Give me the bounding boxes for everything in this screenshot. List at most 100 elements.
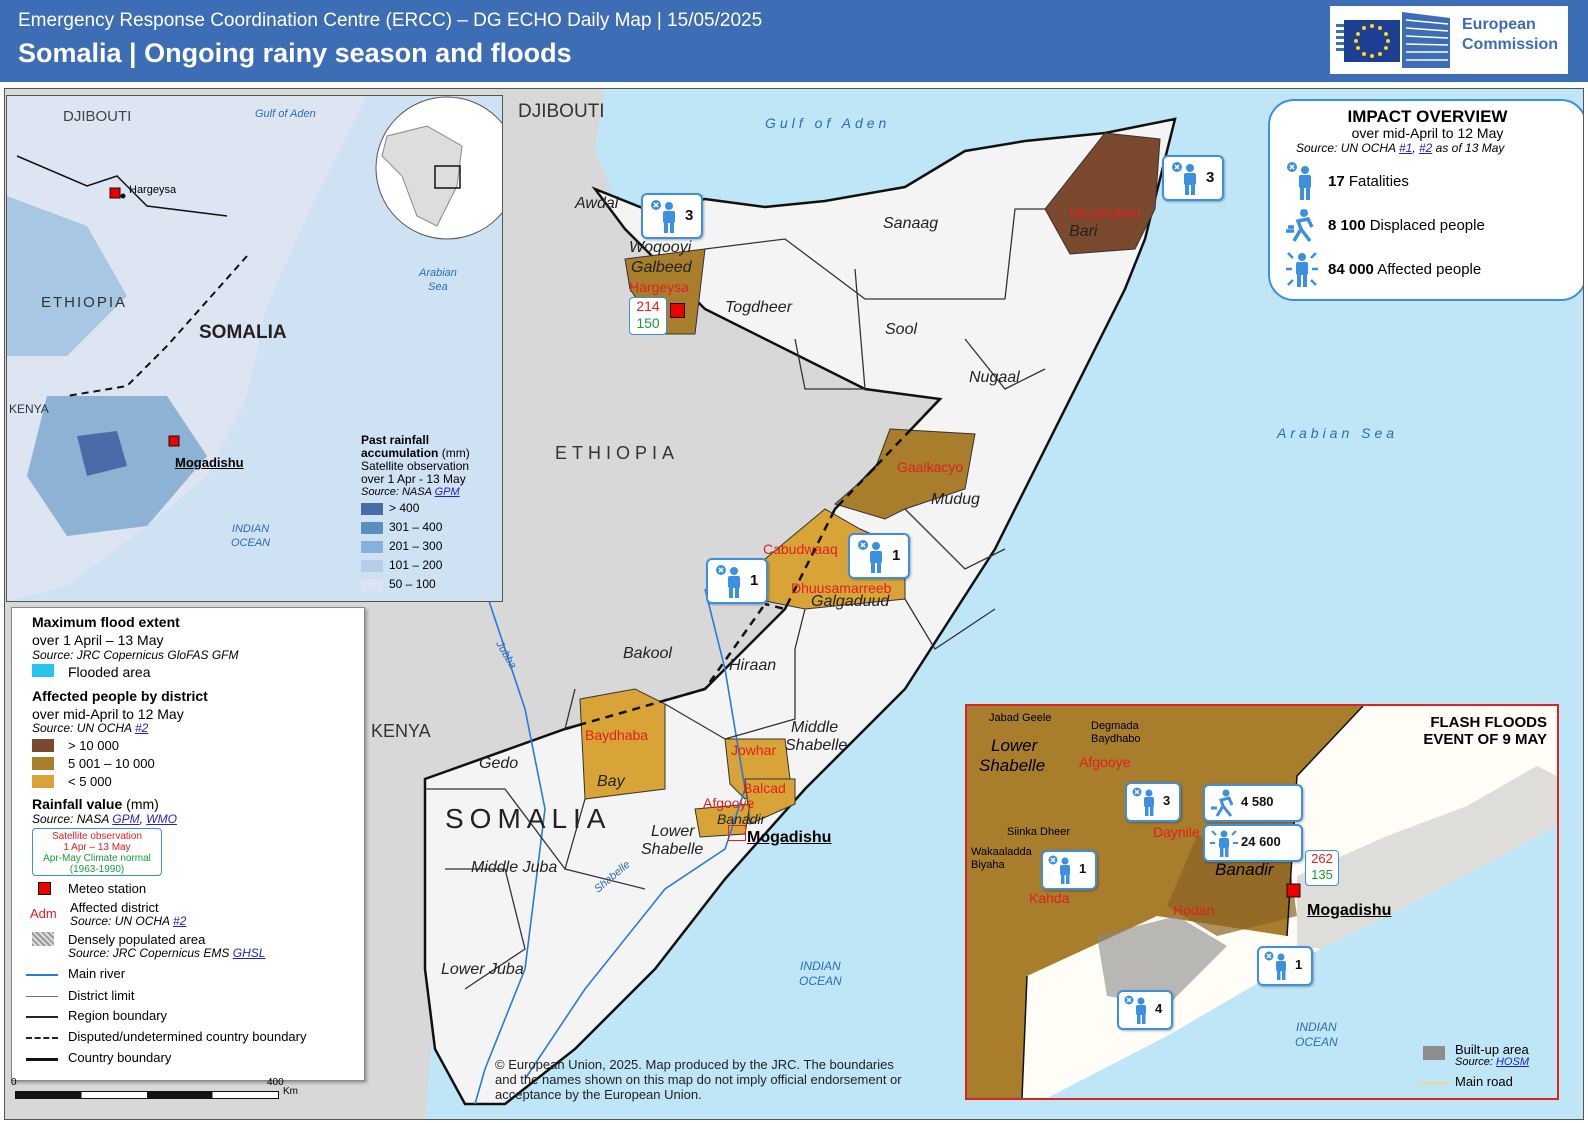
legend-flood-title: Maximum flood extent: [32, 614, 180, 630]
legend-flood-source: Source: JRC Copernicus GloFAS GFM: [32, 648, 239, 662]
impact-affected-label: Affected people: [1377, 261, 1482, 278]
scale-unit: Km: [283, 1086, 298, 1097]
impact-source-link-1[interactable]: #1: [1398, 141, 1413, 155]
impact-displaced-value: 8 100: [1328, 217, 1366, 234]
africa-shape: [381, 125, 463, 227]
disputed-boundary: [564, 398, 941, 731]
ff-rainfall-values: 262 135: [1305, 850, 1339, 886]
legend-disputed-label: Disputed/undetermined country boundary: [68, 1029, 307, 1044]
fatality-person-icon: [651, 200, 675, 233]
district-label-balcad: Balcad: [743, 780, 786, 796]
label-somalia: SOMALIA: [445, 803, 612, 834]
legend-region-line: [26, 1016, 58, 1018]
legend-wmo-link[interactable]: WMO: [146, 812, 177, 826]
scale-max: 400: [267, 1077, 284, 1088]
region-bay: Bay: [597, 773, 625, 790]
region-hiraan: Hiraan: [729, 657, 777, 674]
ff-builtup-label: Built-up area: [1455, 1042, 1529, 1057]
legend-district-line: [26, 996, 58, 997]
legend-district-label: District limit: [68, 988, 135, 1003]
legend-flood-period: over 1 April – 13 May: [32, 632, 164, 648]
inset-legend-swatch: [361, 579, 383, 591]
inset-label-arabian-sea: Arabian Sea: [419, 267, 457, 293]
inset-legend-classes: > 400 301 – 400 201 – 300 101 – 200 50 – 100: [361, 500, 470, 594]
label-gulf-of-aden: Gulf of Aden: [765, 115, 891, 131]
legend-country-line: [26, 1058, 58, 1061]
fatality-marker-bari: 3: [1162, 155, 1224, 201]
ff-district-kahda: Kahda: [1029, 890, 1070, 906]
region-banadir: Banadir: [717, 811, 766, 827]
main-map: DJIBOUTI Gulf of Aden Hargeysa Arabian Se…: [4, 88, 1584, 1120]
displaced-icon: [1286, 209, 1314, 243]
region-sanaag: Sanaag: [883, 215, 939, 232]
legend-affected-link[interactable]: #2: [134, 721, 149, 735]
fatality-marker-galgaduud-east: 1: [848, 533, 910, 579]
region-lower-juba: Lower Juba: [441, 961, 524, 978]
district-label-dhuusamarreeb: Dhuusamarreeb: [791, 580, 892, 596]
legend-affected-label-2: 5 001 – 10 000: [68, 756, 155, 771]
impact-affected-row: 84 000 Affected people: [1328, 261, 1481, 278]
affected-icon: [1210, 830, 1238, 857]
hargeysa-normal-value: 150: [636, 315, 660, 331]
region-awdal: Awdal: [575, 195, 619, 212]
impact-displaced-label: Displaced people: [1369, 217, 1485, 234]
district-label-cabudwaaq: Cabudwaaq: [763, 541, 838, 557]
legend-disputed-line: [26, 1037, 58, 1039]
impact-source-link-2[interactable]: #2: [1418, 141, 1433, 155]
ff-fatality-marker-coast: 4: [1117, 990, 1173, 1030]
label-djibouti: DJIBOUTI: [518, 101, 605, 122]
ff-hosm-link[interactable]: HOSM: [1495, 1056, 1529, 1068]
legend-affected-district-label: Affected district: [70, 900, 159, 915]
inset-legend-sub-2: over 1 Apr - 13 May: [361, 472, 466, 486]
district-label-gaalkacyo: Gaalkacyo: [897, 459, 964, 475]
inset-legend-class-row: > 400: [361, 500, 470, 518]
ff-district-daynile: Daynile: [1153, 824, 1200, 840]
inset-legend-swatch: [361, 503, 383, 515]
impact-fatalities-value: 17: [1328, 173, 1345, 190]
legend-meteo-station-icon: [38, 882, 51, 895]
district-label-jowhar: Jowhar: [731, 742, 777, 758]
legend-river-line: [26, 974, 58, 976]
region-bakool: Bakool: [623, 645, 672, 662]
impact-period: over mid-April to 12 May: [1351, 125, 1504, 141]
region-gedo: Gedo: [479, 755, 519, 772]
legend-affected-district-link[interactable]: #2: [172, 914, 187, 928]
jubba-river: [474, 588, 546, 1105]
legend-gpm-link[interactable]: GPM: [112, 812, 140, 826]
ff-fatality-marker-mogadishu: 1: [1257, 946, 1313, 986]
inset-legend-swatch: [361, 522, 383, 534]
legend-affected-label-1: > 10 000: [68, 738, 119, 753]
legend-affected-title: Affected people by district: [32, 688, 208, 704]
district-label-baydhaba: Baydhaba: [585, 727, 649, 743]
fatality-count-awdal: 3: [685, 207, 694, 224]
fatality-person-icon: [1264, 951, 1286, 980]
scale-bar: [15, 1091, 279, 1099]
hargeysa-city-icon: [120, 193, 126, 199]
ec-name-line2: Commission: [1462, 36, 1559, 53]
legend-ghsl-link[interactable]: GHSL: [232, 946, 266, 960]
legend-river-label: Main river: [68, 966, 126, 981]
inset-legend-class-row: 201 – 300: [361, 538, 470, 556]
map-title: Somalia | Ongoing rainy season and flood…: [18, 38, 572, 68]
ff-place-degmada: Degmada Baydhabo: [1091, 720, 1141, 745]
fatality-person-icon: [1172, 162, 1196, 195]
legend-region-label: Region boundary: [68, 1008, 168, 1023]
scale-zero: 0: [11, 1077, 17, 1088]
region-bari: Bari: [1069, 223, 1098, 240]
ff-fatality-count-daynile: 3: [1163, 793, 1171, 808]
ff-fatality-count-mogadishu: 1: [1295, 957, 1303, 972]
impact-fatalities-label: Fatalities: [1348, 173, 1409, 190]
map-supertitle: Emergency Response Coordination Centre (…: [18, 10, 763, 31]
inset-disputed: [66, 255, 248, 397]
region-lower-shabelle: Shabelle: [641, 841, 704, 858]
fatality-count-galgaduud-east: 1: [892, 547, 901, 564]
fatality-person-icon: [858, 540, 882, 573]
legend-sat-obs: Satellite observation: [51, 831, 143, 842]
inset-legend-class-label: 101 – 200: [389, 558, 443, 572]
ff-station-icon: [1286, 883, 1301, 898]
district-baydhaba: [579, 688, 666, 800]
region-galbeed: Galbeed: [631, 259, 692, 276]
ff-displaced-marker: 4 580: [1203, 784, 1303, 822]
ff-builtup-source: Source: HOSM: [1455, 1056, 1529, 1068]
inset-gpm-link[interactable]: GPM: [434, 486, 460, 498]
